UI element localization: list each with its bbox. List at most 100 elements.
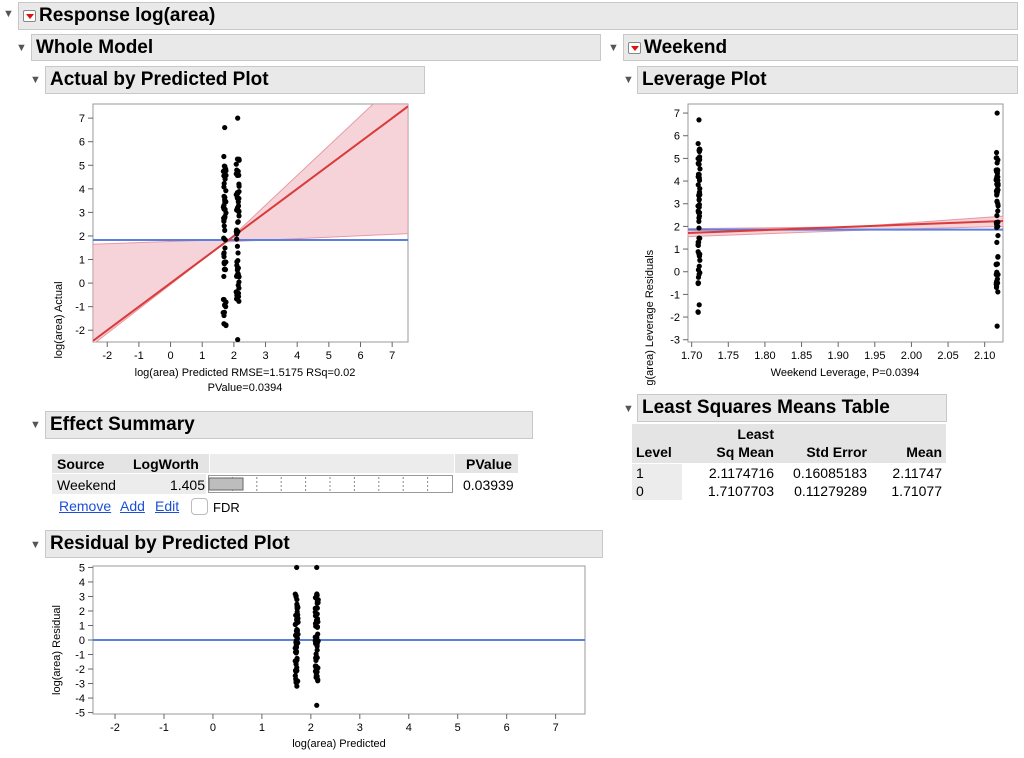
- leverage-plot[interactable]: log(area) Leverage Residuals 7 6 5 4 3 2 1 0 -1 -…: [635, 100, 1020, 385]
- data-point: [293, 668, 299, 675]
- x-tick-label: 5: [455, 722, 461, 734]
- y-tick-label: 3: [79, 207, 85, 219]
- add-link[interactable]: Add: [120, 498, 145, 514]
- fdr-checkbox[interactable]: [191, 498, 208, 515]
- data-point: [235, 337, 241, 342]
- edit-link[interactable]: Edit: [155, 498, 180, 514]
- x-tick-label: 4: [294, 350, 300, 362]
- source-column-header: Source: [57, 456, 105, 472]
- data-point: [994, 170, 1001, 176]
- y-tick-label: 5: [674, 153, 680, 165]
- y-tick-label: 3: [674, 199, 680, 211]
- red-triangle-menu-icon[interactable]: [23, 10, 36, 22]
- data-point: [221, 163, 227, 169]
- data-point: [221, 266, 227, 273]
- logworth-bar-column-header: [209, 454, 455, 473]
- data-point: [312, 638, 318, 644]
- y-tick-label: 0: [79, 278, 85, 290]
- data-point: [994, 189, 1000, 195]
- collapse-triangle-icon[interactable]: ▼: [623, 74, 634, 86]
- pvalue-column-header: PValue: [466, 456, 512, 472]
- y-tick-label: -2: [75, 664, 85, 676]
- data-point: [314, 702, 320, 708]
- data-point: [695, 140, 701, 147]
- ls-row-2-lsmean: 1.7107703: [707, 483, 774, 499]
- ls-row-1-mean: 2.11747: [892, 465, 942, 481]
- collapse-triangle-icon[interactable]: ▼: [3, 8, 14, 20]
- data-point: [994, 283, 1000, 289]
- red-triangle-menu-icon[interactable]: [628, 42, 641, 54]
- y-tick-label: 5: [79, 160, 85, 172]
- data-point: [315, 631, 321, 637]
- x-axis-label-line1: log(area) Predicted RMSE=1.5175 RSq=0.02: [135, 367, 356, 379]
- y-tick-label: -1: [75, 302, 85, 314]
- effect-source-cell[interactable]: Weekend: [57, 477, 116, 493]
- logworth-bar-chart: [208, 475, 453, 493]
- data-point: [223, 259, 229, 265]
- data-point: [221, 180, 227, 187]
- whole-model-header: Whole Model: [31, 34, 601, 61]
- collapse-triangle-icon[interactable]: ▼: [16, 42, 27, 54]
- collapse-triangle-icon[interactable]: ▼: [30, 539, 41, 551]
- weekend-title: Weekend: [644, 37, 728, 58]
- ls-means-table-header: [632, 424, 946, 463]
- data-point: [314, 674, 320, 680]
- data-point: [993, 271, 999, 278]
- y-axis-label: log(area) Leverage Residuals: [644, 249, 656, 385]
- effect-logworth-cell: 1.405: [169, 477, 205, 493]
- data-point: [236, 183, 242, 189]
- collapse-triangle-icon[interactable]: ▼: [623, 403, 634, 415]
- data-point: [695, 155, 701, 162]
- data-point: [696, 147, 702, 153]
- lsmean-header-line2: Sq Mean: [716, 444, 774, 460]
- data-point: [995, 177, 1001, 183]
- data-point: [235, 168, 241, 174]
- ls-row-1-level: 1: [636, 465, 644, 481]
- x-tick-label: 1.95: [864, 350, 885, 362]
- x-tick-label: 1: [259, 722, 265, 734]
- data-point: [293, 593, 299, 599]
- x-tick-label: 2.00: [901, 350, 922, 362]
- data-point: [223, 188, 229, 194]
- data-point: [696, 271, 702, 277]
- leverage-plot-title: Leverage Plot: [642, 69, 767, 90]
- data-point: [994, 323, 1000, 329]
- collapse-triangle-icon[interactable]: ▼: [608, 42, 619, 54]
- ls-row-1-lsmean: 2.1174716: [708, 465, 774, 481]
- whole-model-title: Whole Model: [36, 37, 154, 58]
- collapse-triangle-icon[interactable]: ▼: [30, 419, 41, 431]
- weekend-header: Weekend: [623, 34, 1018, 61]
- y-tick-label: 4: [79, 577, 85, 589]
- remove-link[interactable]: Remove: [59, 498, 112, 514]
- data-point: [234, 266, 241, 272]
- data-point: [995, 208, 1001, 214]
- x-tick-label: -1: [159, 722, 169, 734]
- data-point: [235, 190, 241, 196]
- data-point: [292, 658, 298, 664]
- data-point: [994, 212, 1000, 219]
- data-point: [995, 219, 1001, 225]
- data-point: [313, 663, 319, 669]
- data-point: [314, 591, 320, 597]
- residual-by-predicted-plot[interactable]: log(area) Residual 5 4 3 2 1 0 -1 -2 -3 -4 -5 -2 -1…: [40, 562, 595, 756]
- data-point: [315, 678, 321, 684]
- x-tick-label: 1.75: [718, 350, 739, 362]
- data-point: [221, 206, 227, 212]
- data-point: [223, 322, 229, 328]
- ls-row-2-stderr: 0.11279289: [794, 483, 867, 499]
- data-point: [235, 250, 241, 256]
- data-point: [695, 309, 701, 315]
- data-point: [995, 182, 1001, 188]
- y-axis-label: log(area) Actual: [53, 281, 65, 358]
- collapse-triangle-icon[interactable]: ▼: [30, 74, 41, 86]
- data-point: [695, 182, 701, 188]
- y-tick-label: -1: [75, 650, 85, 662]
- data-point: [695, 242, 701, 248]
- actual-by-predicted-title: Actual by Predicted Plot: [50, 69, 269, 90]
- data-point: [994, 110, 1000, 116]
- data-point: [295, 640, 301, 646]
- y-tick-label: 2: [674, 221, 680, 233]
- actual-by-predicted-plot[interactable]: log(area) Actual 7 6 5 4 3 2 1 0 -1 -2 -2 -1 0 1 2 3 4 5…: [40, 100, 420, 400]
- data-point: [696, 235, 702, 241]
- x-axis-label-line2: PValue=0.0394: [208, 382, 283, 394]
